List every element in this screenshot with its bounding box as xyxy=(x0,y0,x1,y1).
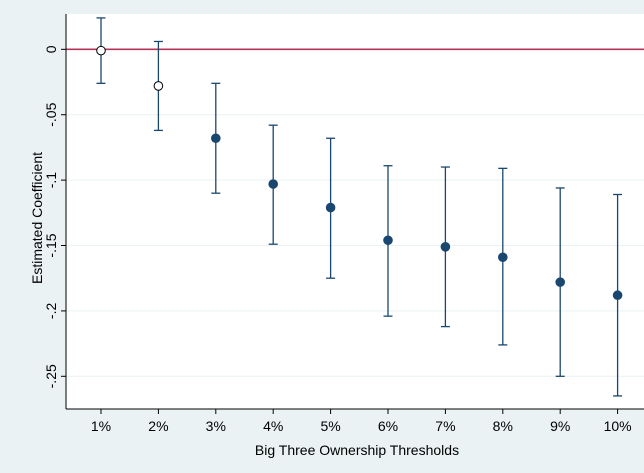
x-tick-label: 2% xyxy=(148,418,168,434)
estimate-point xyxy=(498,252,508,263)
estimate-points xyxy=(96,45,623,301)
x-tick-label: 4% xyxy=(263,418,283,434)
y-ticks: 0 -.05 -.1 -.15 -.2 -.25 xyxy=(43,45,66,388)
estimate-point xyxy=(268,179,279,189)
y-tick-label: -.25 xyxy=(43,364,59,388)
x-tick-label: 7% xyxy=(435,418,455,434)
estimate-point xyxy=(555,277,566,287)
x-ticks: 1% 2% 3% 4% 5% 6% 7% 8% 9% 10% xyxy=(91,409,632,434)
x-tick-label: 5% xyxy=(320,418,340,434)
y-axis-title: Estimated Coefficient xyxy=(29,152,45,284)
x-tick-label: 1% xyxy=(91,418,111,434)
y-tick-label: -.2 xyxy=(43,303,59,320)
x-tick-label: 3% xyxy=(206,418,226,434)
estimate-point xyxy=(153,81,164,91)
estimate-point xyxy=(211,133,221,144)
y-tick-label: -.05 xyxy=(43,102,59,126)
x-tick-label: 8% xyxy=(493,418,513,434)
plot-area xyxy=(66,14,644,409)
x-tick-label: 9% xyxy=(550,418,570,434)
y-tick-label: 0 xyxy=(43,45,59,53)
estimate-point xyxy=(383,235,393,246)
estimate-point xyxy=(325,202,336,213)
y-tick-label: -.15 xyxy=(43,233,59,257)
x-tick-label: 6% xyxy=(378,418,398,434)
axes xyxy=(65,14,644,410)
estimate-point xyxy=(96,45,106,56)
x-tick-label: 10% xyxy=(604,418,632,434)
grid-lines xyxy=(66,114,644,377)
estimate-point xyxy=(612,290,623,301)
y-tick-label: -.1 xyxy=(43,172,59,189)
estimate-point xyxy=(440,242,451,252)
x-axis-title: Big Three Ownership Thresholds xyxy=(255,442,459,458)
